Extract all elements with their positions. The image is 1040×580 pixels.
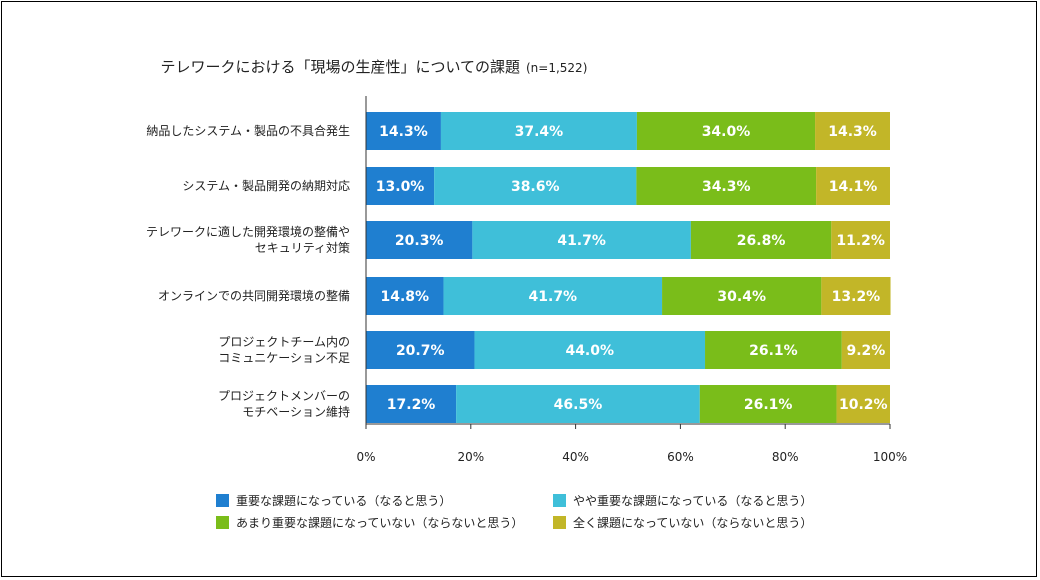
bar-value-label: 26.1% (749, 343, 798, 359)
bar-value-label: 13.0% (376, 179, 425, 195)
category-label: プロジェクトメンバーのモチベーション維持 (218, 389, 350, 419)
legend: 重要な課題になっている（なると思う） やや重要な課題になっている（なると思う） あま… (216, 493, 812, 530)
legend-swatch (553, 516, 566, 529)
bar-value-label: 26.8% (737, 233, 786, 249)
bar-segment (831, 221, 890, 259)
bar-segment (366, 331, 475, 369)
bar-value-label: 30.4% (717, 289, 766, 305)
bar-segment (699, 385, 837, 423)
bar-segment (662, 277, 822, 315)
bar-value-label: 13.2% (832, 289, 881, 305)
category-label: テレワークに適した開発環境の整備やセキュリティ対策 (146, 224, 350, 255)
bar-value-label: 41.7% (529, 289, 578, 305)
x-tick-label: 20% (457, 450, 484, 464)
bar-segment (366, 221, 473, 259)
bar-segment (366, 112, 441, 150)
bar-value-label: 9.2% (846, 343, 885, 359)
category-label: 納品したシステム・製品の不具合発生 (146, 123, 350, 138)
category-label-line: プロジェクトメンバーの (218, 389, 350, 403)
bar-value-label: 41.7% (557, 233, 606, 249)
bar-segment (705, 331, 842, 369)
bar-value-label: 38.6% (511, 179, 560, 195)
bar-segment (440, 112, 637, 150)
bar-value-label: 20.7% (396, 343, 445, 359)
bar-segment (841, 331, 890, 369)
category-label-line: コミュニケーション不足 (218, 351, 350, 365)
bar-value-label: 34.0% (702, 124, 751, 140)
bar-value-label: 34.3% (702, 179, 751, 195)
category-label-line: モチベーション維持 (242, 404, 350, 419)
bar-segment (472, 221, 691, 259)
bar-segment (690, 221, 832, 259)
bar-value-label: 37.4% (515, 124, 564, 140)
bar-segment (366, 277, 444, 315)
legend-swatch (553, 494, 566, 507)
x-tick-label: 80% (772, 450, 799, 464)
bar-value-label: 10.2% (839, 397, 888, 413)
bar-value-label: 20.3% (395, 233, 444, 249)
category-label-line: プロジェクトチーム内の (218, 335, 350, 349)
bar-segment (434, 167, 637, 205)
category-label-line: セキュリティ対策 (255, 241, 350, 255)
category-label-line: テレワークに適した開発環境の整備や (146, 224, 350, 239)
bar-segment (821, 277, 891, 315)
bar-segment (636, 112, 816, 150)
legend-entry: やや重要な課題になっている（なると思う） (573, 493, 812, 508)
chart-subtitle: (n=1,522) (526, 61, 587, 75)
bar-segment (366, 167, 435, 205)
bar-segment (836, 385, 890, 423)
chart-title-group: テレワークにおける「現場の生産性」についての課題 (n=1,522) (160, 58, 587, 76)
bars: 14.3% 37.4% 34.0% 14.3% 13.0% 38.6% 34.3% 14.1%… (366, 112, 891, 423)
legend-entry: 重要な課題になっている（なると思う） (236, 493, 451, 508)
bar-value-label: 14.1% (829, 179, 878, 195)
x-tick-label: 100% (873, 450, 907, 464)
legend-swatch (216, 516, 229, 529)
bar-value-label: 44.0% (565, 343, 614, 359)
bar-segment (366, 385, 457, 423)
bar-value-label: 14.3% (379, 124, 428, 140)
bar-value-label: 14.8% (380, 289, 429, 305)
category-label-line: システム・製品開発の納期対応 (182, 179, 350, 193)
bar-value-label: 11.2% (836, 233, 885, 249)
category-label-line: オンラインでの共同開発環境の整備 (158, 288, 350, 303)
category-label-line: 納品したシステム・製品の不具合発生 (146, 123, 350, 138)
bar-segment (443, 277, 663, 315)
legend-entry: あまり重要な課題になっていない（ならないと思う） (236, 515, 523, 530)
x-tick-label: 0% (356, 450, 375, 464)
chart-title: テレワークにおける「現場の生産性」についての課題 (160, 58, 520, 76)
category-label: システム・製品開発の納期対応 (182, 179, 350, 193)
legend-entry: 全く課題になっていない（ならないと思う） (573, 515, 812, 530)
bar-value-label: 46.5% (554, 397, 603, 413)
bar-value-label: 17.2% (387, 397, 436, 413)
bar-segment (636, 167, 817, 205)
legend-swatch (216, 494, 229, 507)
category-label: オンラインでの共同開発環境の整備 (158, 288, 350, 303)
bar-value-label: 14.3% (828, 124, 877, 140)
bar-segment (816, 167, 890, 205)
x-axis: 0% 20% 40% 60% 80% 100% (356, 96, 907, 464)
bar-value-label: 26.1% (744, 397, 793, 413)
bar-segment (815, 112, 890, 150)
category-labels: 納品したシステム・製品の不具合発生システム・製品開発の納期対応テレワークに適した… (146, 123, 350, 419)
category-label: プロジェクトチーム内のコミュニケーション不足 (218, 335, 350, 365)
x-tick-label: 40% (562, 450, 589, 464)
x-tick-label: 60% (667, 450, 694, 464)
bar-segment (474, 331, 706, 369)
bar-segment (456, 385, 700, 423)
